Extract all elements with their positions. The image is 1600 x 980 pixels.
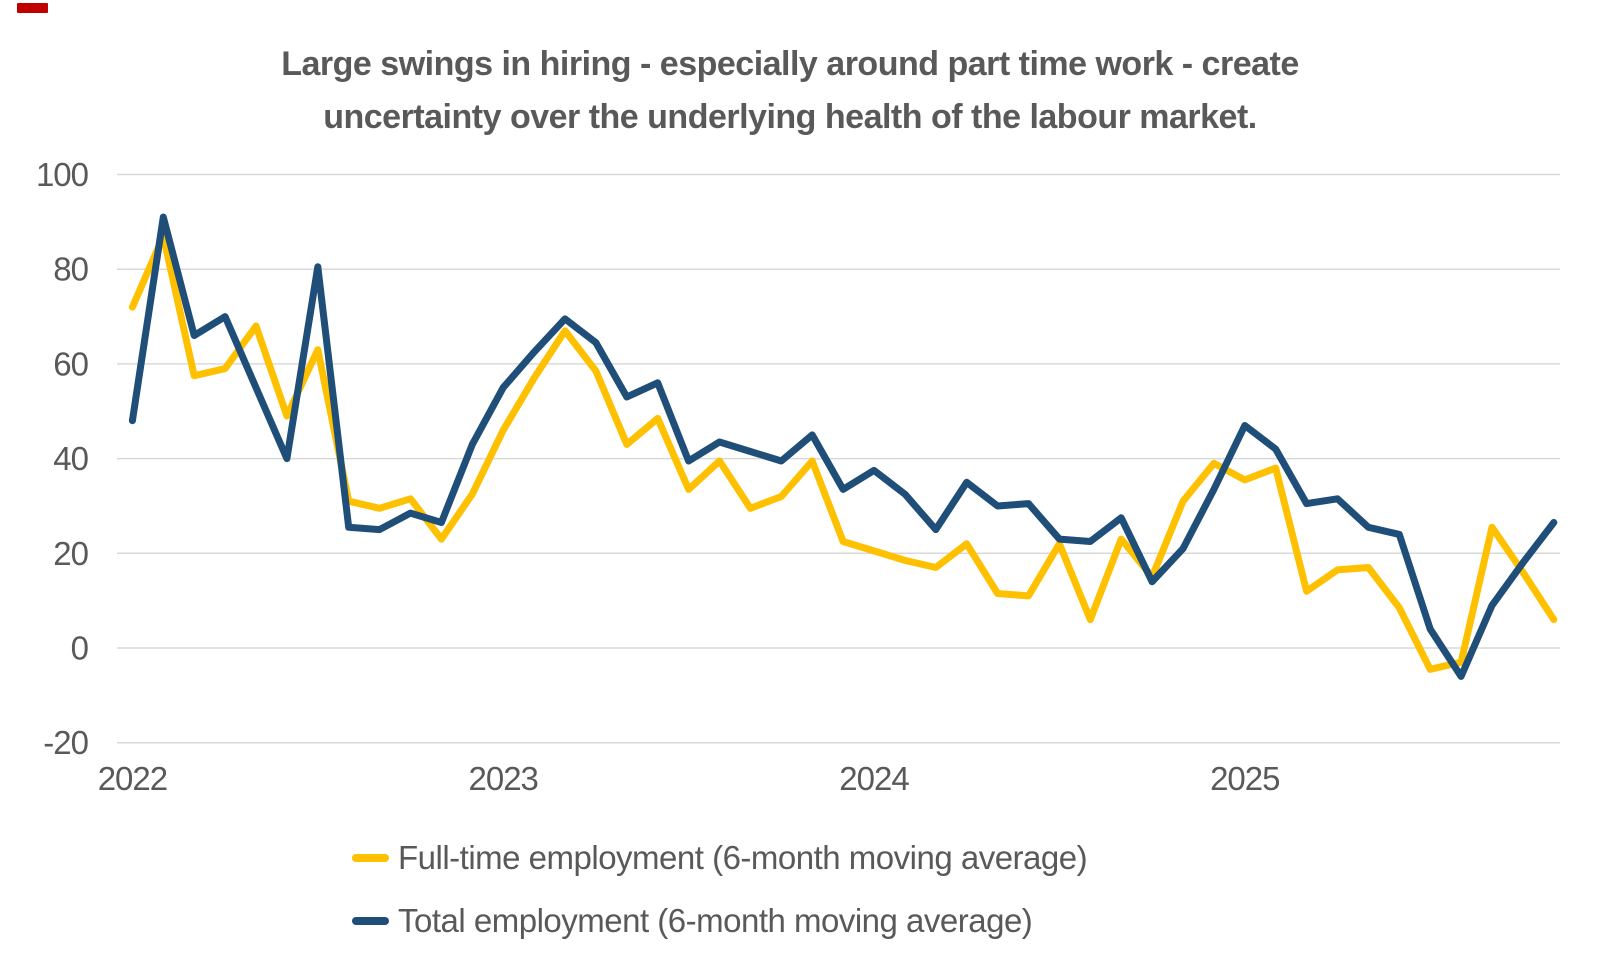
total-series-swatch-icon (352, 916, 389, 925)
y-tick-label: 80 (53, 251, 88, 288)
x-tick-label: 2024 (839, 760, 909, 797)
chart-title-line1: Large swings in hiring - especially arou… (281, 45, 1299, 83)
total-employment-line (128, 213, 1558, 680)
legend-item-full-time: Full-time employment (6-month moving ave… (352, 826, 1088, 889)
full-time-series-swatch-icon (352, 853, 389, 862)
y-tick-label: 20 (53, 535, 88, 572)
chart-title-line2: uncertainty over the underlying health o… (323, 98, 1257, 136)
data-series-lines (128, 213, 1558, 680)
x-tick-label: 2023 (468, 760, 537, 797)
y-tick-label: 100 (36, 156, 89, 193)
chart-title: Large swings in hiring - especially arou… (0, 38, 1580, 144)
legend-label-total: Total employment (6-month moving average… (398, 901, 1033, 939)
y-tick-label: 40 (53, 440, 88, 477)
y-tick-label: 0 (71, 630, 89, 667)
y-tick-label: 60 (53, 345, 88, 382)
y-axis-tick-labels: 100 80 60 40 20 0 -20 (36, 156, 90, 761)
x-tick-label: 2025 (1210, 760, 1279, 797)
chart-legend: Full-time employment (6-month moving ave… (352, 826, 1088, 952)
x-tick-label: 2022 (98, 760, 167, 797)
y-tick-label: -20 (43, 724, 88, 761)
x-axis-tick-labels: 2022 2023 2024 2025 (98, 760, 1281, 797)
legend-label-full-time: Full-time employment (6-month moving ave… (398, 838, 1088, 876)
legend-item-total: Total employment (6-month moving average… (352, 889, 1087, 952)
full-time-employment-line (128, 232, 1558, 673)
gridlines (117, 173, 1560, 744)
red-dash-marker (17, 3, 48, 13)
